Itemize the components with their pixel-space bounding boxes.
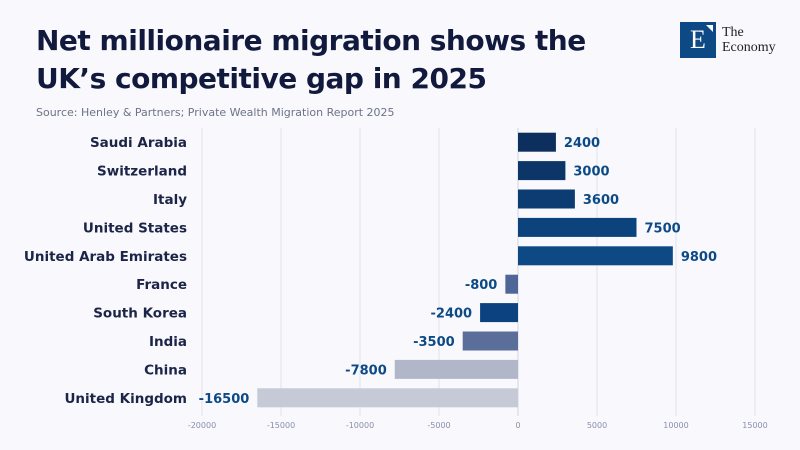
category-label: China: [144, 362, 187, 378]
category-label: United States: [83, 220, 187, 236]
bar: [518, 132, 556, 152]
bar: [518, 217, 637, 237]
category-label: Italy: [153, 192, 187, 208]
bar: [462, 331, 518, 351]
x-axis-ticks: -20000 -15000 -10000 -5000 0 5000 10000 15000: [188, 421, 768, 430]
value-label: 9800: [681, 250, 717, 265]
category-label: France: [136, 277, 187, 293]
value-label: 7500: [645, 221, 681, 236]
category-label: India: [149, 334, 187, 350]
brand-logo: E The Economy: [680, 22, 776, 58]
chart-source: Source: Henley & Partners; Private Wealt…: [36, 106, 395, 119]
value-label: -800: [465, 278, 498, 293]
bar: [480, 303, 518, 323]
bar: [394, 359, 518, 379]
category-label: Saudi Arabia: [90, 135, 187, 151]
category-label: United Kingdom: [64, 391, 187, 407]
bar: [518, 189, 575, 209]
logo-mark-icon: E: [680, 22, 716, 58]
logo-line-2: Economy: [722, 40, 776, 55]
logo-line-1: The: [722, 25, 744, 40]
logo-wordmark: The Economy: [722, 25, 776, 55]
x-tick-label: -15000: [267, 421, 295, 430]
x-tick-label: 15000: [742, 421, 767, 430]
value-label: 2400: [564, 136, 600, 151]
value-label: -7800: [345, 363, 387, 378]
value-label: -2400: [431, 307, 473, 322]
bar: [257, 388, 518, 408]
value-label: 3000: [573, 165, 609, 180]
category-labels: Saudi Arabia Switzerland Italy United State…: [24, 135, 187, 407]
bar: [518, 246, 673, 266]
value-label: -16500: [199, 392, 250, 407]
bar: [518, 161, 566, 181]
value-label: -3500: [413, 335, 455, 350]
category-label: South Korea: [93, 306, 187, 322]
x-tick-label: 10000: [663, 421, 688, 430]
chart-title: Net millionaire migration shows the UK’s…: [36, 24, 586, 95]
x-tick-label: 0: [515, 421, 520, 430]
x-tick-label: -10000: [346, 421, 374, 430]
value-label: 3600: [583, 193, 619, 208]
category-label: Switzerland: [97, 164, 187, 180]
x-tick-label: -20000: [188, 421, 216, 430]
bar: [505, 274, 518, 294]
bars: [257, 132, 673, 408]
x-tick-label: 5000: [587, 421, 607, 430]
x-tick-label: -5000: [427, 421, 450, 430]
category-label: United Arab Emirates: [24, 249, 187, 265]
